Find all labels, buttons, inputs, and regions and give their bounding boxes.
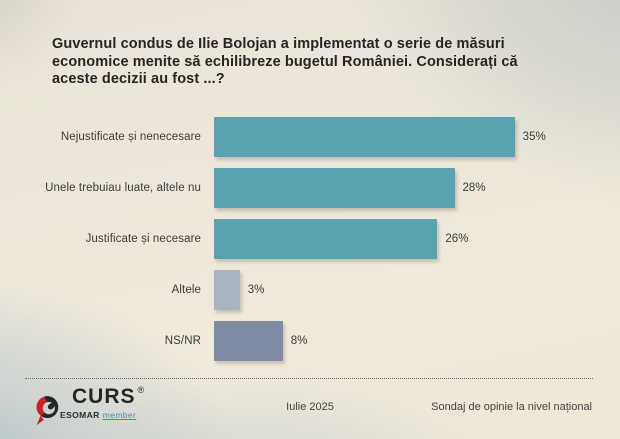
- category-label: Altele: [171, 284, 201, 296]
- registered-mark: ®: [137, 385, 145, 395]
- chart-row: Unele trebuiau luate, altele nu 28%: [30, 168, 592, 208]
- bar: [214, 270, 240, 310]
- bar: [214, 321, 283, 361]
- survey-date: Iulie 2025: [286, 401, 334, 413]
- bar: [214, 168, 455, 208]
- value-label: 35%: [522, 131, 546, 143]
- curs-logo: CURS ® ESOMAR member: [31, 385, 144, 429]
- survey-scope-note: Sondaj de opinie la nivel național: [431, 401, 592, 413]
- value-label: 28%: [462, 182, 486, 194]
- chart-row: Nejustificate și nenecesare 35%: [30, 117, 592, 157]
- category-label: Nejustificate și nenecesare: [60, 131, 201, 143]
- question-title: Guvernul condus de Ilie Bolojan a implem…: [52, 36, 518, 87]
- value-label: 3%: [247, 284, 265, 296]
- value-label: 8%: [290, 335, 308, 347]
- bar-track: 35%: [214, 117, 592, 157]
- bar: [214, 117, 515, 157]
- bar-chart: Nejustificate și nenecesare 35% Unele treb…: [30, 117, 592, 372]
- bar-track: 8%: [214, 321, 592, 361]
- chart-row: Justificate și necesare 26%: [30, 219, 592, 259]
- curs-logo-icon: [36, 396, 59, 426]
- esomar-member-line: ESOMAR member: [60, 410, 144, 420]
- value-label: 26%: [445, 233, 469, 245]
- category-label: NS/NR: [164, 335, 201, 347]
- bar-track: 26%: [214, 219, 592, 259]
- esomar-member-link[interactable]: member: [102, 410, 137, 420]
- bar-track: 28%: [214, 168, 592, 208]
- bar-track: 3%: [214, 270, 592, 310]
- chart-row: Altele 3%: [30, 270, 592, 310]
- bar: [214, 219, 438, 259]
- chart-row: NS/NR 8%: [30, 321, 592, 361]
- category-label: Unele trebuiau luate, altele nu: [45, 182, 201, 194]
- footer-divider: [25, 378, 593, 379]
- esomar-label: ESOMAR: [60, 410, 100, 420]
- category-label: Justificate și necesare: [85, 233, 201, 245]
- curs-wordmark: CURS: [72, 385, 136, 408]
